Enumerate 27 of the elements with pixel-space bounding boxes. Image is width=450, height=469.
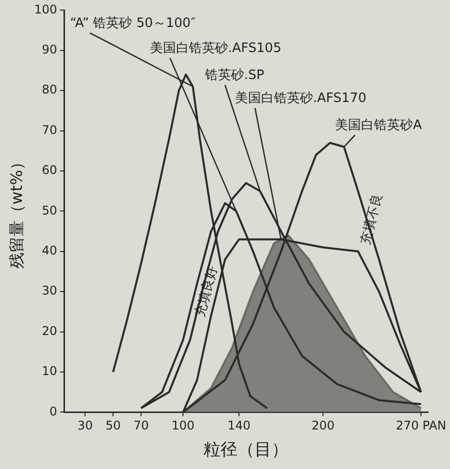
y-tick-label: 100 xyxy=(34,2,58,16)
x-tick-label: 140 xyxy=(228,418,251,433)
x-tick-label: 270 PAN xyxy=(396,418,446,433)
y-tick-label: 80 xyxy=(42,82,58,97)
y-tick-label: 20 xyxy=(42,324,58,338)
x-tick-label: 30 xyxy=(77,418,93,433)
annotation: 充填良好 xyxy=(193,264,220,319)
y-tick-label: 10 xyxy=(42,364,58,378)
x-tick-label: 50 xyxy=(105,418,121,433)
x-tick-label: 100 xyxy=(172,418,195,433)
y-axis-title: 残留量（wt%） xyxy=(6,154,26,268)
y-tick-label: 90 xyxy=(42,42,58,57)
y-tick-label: 40 xyxy=(42,244,58,258)
x-axis-title: 粒径（目） xyxy=(204,440,289,460)
y-tick-label: 70 xyxy=(42,122,58,137)
y-tick-label: 30 xyxy=(42,284,58,298)
y-tick-label: 50 xyxy=(42,203,58,218)
annotation: 充填不良 xyxy=(358,192,386,246)
text: 美国白锆英砂.AFS170 xyxy=(235,90,366,106)
series-label: 美国白锆英砂A xyxy=(335,116,422,133)
text: “A” 锆英砂 50～100″ xyxy=(70,16,196,31)
x-tick-label: 200 xyxy=(312,418,334,433)
text: 锆英砂.SP xyxy=(204,68,264,83)
x-tick-label: 70 xyxy=(133,418,149,433)
y-tick-label: 60 xyxy=(42,163,58,178)
text: 美国白锆英砂.AFS105 xyxy=(150,40,282,56)
y-tick-label: 0 xyxy=(49,404,58,418)
